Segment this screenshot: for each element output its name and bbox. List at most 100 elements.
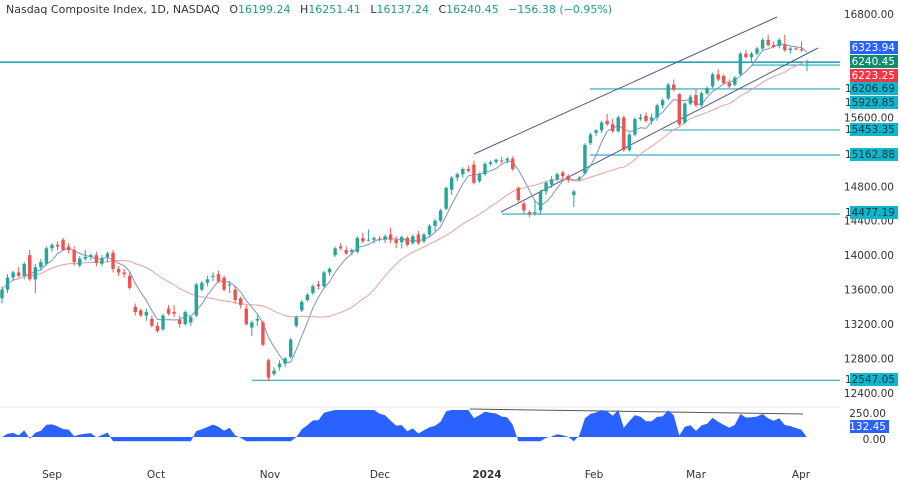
candle [239, 296, 243, 309]
candle [127, 272, 132, 290]
price-tick: 13600.00 [844, 285, 894, 297]
candle [400, 235, 404, 249]
candle [111, 250, 115, 273]
slow-ma-line [1, 60, 808, 318]
channel-lower-line [500, 47, 819, 213]
candle [405, 236, 409, 247]
candle [161, 313, 165, 331]
candle [427, 224, 432, 237]
candle [216, 270, 221, 283]
price-channel [473, 16, 819, 213]
svg-text:16240.45: 16240.45 [845, 56, 895, 68]
candle [394, 236, 398, 249]
price-tag: 15453.35 [845, 123, 898, 136]
candle [211, 272, 215, 282]
change-value: −156.38 (−0.95%) [508, 3, 613, 16]
candle [549, 175, 554, 188]
price-axis[interactable]: 16800.0015600.0014800.0014400.0014000.00… [844, 9, 898, 446]
low-value: 16137.24 [376, 3, 429, 16]
candle [300, 299, 304, 313]
time-label: Nov [260, 469, 281, 481]
time-axis[interactable]: Sep Oct Nov Dec 2024 Feb Mar Apr [42, 469, 811, 481]
candle [255, 315, 260, 326]
candle [166, 305, 171, 316]
osc-tick: 0.00 [863, 434, 886, 446]
candle [472, 160, 476, 185]
oscillator-area [2, 410, 807, 442]
time-label: Feb [585, 469, 604, 481]
candle [677, 93, 682, 126]
candle [16, 267, 21, 278]
candle [738, 51, 743, 77]
candle [783, 34, 787, 52]
candle [499, 156, 504, 164]
price-tick: 14000.00 [844, 250, 894, 262]
price-tick: 16800.00 [844, 9, 894, 21]
candle [666, 82, 670, 101]
candle [72, 246, 76, 266]
candle [455, 172, 459, 182]
candle [100, 255, 104, 267]
candle [266, 358, 271, 381]
candle [638, 113, 643, 121]
candle [355, 236, 360, 254]
candle [483, 162, 487, 176]
candle [61, 237, 65, 251]
candle [194, 282, 199, 318]
candle [261, 320, 265, 347]
price-tick: 12400.00 [844, 388, 894, 400]
candle [716, 69, 720, 82]
oscillator-panel [0, 406, 840, 442]
candle [572, 189, 576, 207]
candle [461, 167, 465, 178]
low-label: L [370, 3, 377, 16]
candle [438, 208, 443, 223]
candle [133, 303, 137, 316]
time-label: Mar [686, 469, 706, 481]
candle [66, 243, 71, 254]
candle [599, 120, 604, 133]
candle [5, 274, 10, 294]
candle [744, 50, 748, 59]
candle [688, 94, 693, 106]
candle [616, 115, 620, 133]
osc-tick: 250.00 [849, 408, 886, 420]
candle [333, 246, 337, 257]
candle [449, 175, 454, 195]
candle [233, 286, 237, 304]
candle [150, 315, 154, 328]
candle [361, 232, 365, 244]
price-tick: 12800.00 [844, 354, 894, 366]
price-tag: 16240.45 [845, 55, 898, 68]
candle [655, 103, 659, 121]
time-label: Sep [42, 469, 62, 481]
candle [555, 172, 559, 182]
candle [749, 51, 754, 63]
candle [172, 305, 176, 318]
candle [605, 113, 609, 126]
price-tick: 15600.00 [844, 112, 894, 124]
candle [710, 72, 715, 89]
candle [694, 89, 698, 108]
candle [288, 337, 293, 359]
candle [805, 59, 809, 72]
candle [155, 322, 160, 333]
candle [316, 281, 321, 290]
candle [594, 129, 598, 137]
candle [189, 315, 193, 326]
candle [383, 234, 387, 244]
candle [760, 38, 765, 51]
candle [494, 158, 498, 164]
candle [105, 251, 110, 263]
price-tag: 12547.05 [845, 373, 898, 386]
candle [322, 270, 326, 288]
candle [305, 293, 310, 302]
candle [733, 76, 737, 87]
price-tick: 13200.00 [844, 319, 894, 331]
price-tick: 14800.00 [844, 181, 894, 193]
osc-current-tag [850, 420, 889, 433]
candle [722, 74, 726, 85]
candle [705, 86, 709, 95]
candle [522, 201, 526, 214]
